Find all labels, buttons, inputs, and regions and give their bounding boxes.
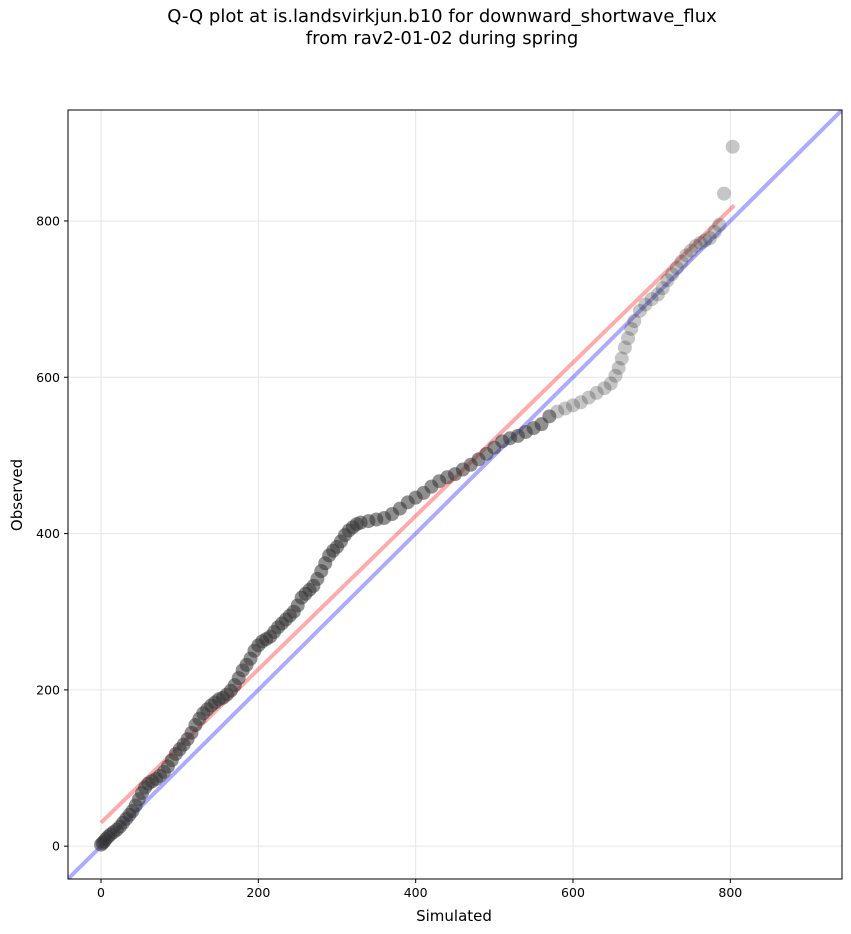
grid-lines: [68, 110, 842, 879]
qq-point: [632, 303, 647, 318]
y-tick-label: 0: [52, 839, 60, 854]
qq-point: [665, 267, 680, 282]
fit-line: [99, 203, 736, 825]
qq-point: [627, 314, 642, 329]
qq-point: [614, 351, 629, 366]
qq-point: [712, 217, 727, 232]
qq-point: [621, 331, 636, 346]
qq-point: [589, 385, 604, 400]
identity-line: [68, 110, 842, 879]
chart-title-line-1: Q-Q plot at is.landsvirkjun.b10 for down…: [167, 6, 717, 27]
y-tick-label: 200: [36, 682, 60, 697]
qq-point: [581, 390, 596, 405]
qq-point: [650, 287, 665, 302]
x-tick-label: 200: [246, 885, 270, 900]
axis-ticks: 0 200 400 600 800 0 200 400 600 800: [36, 213, 742, 900]
chart-title: Q-Q plot at is.landsvirkjun.b10 for down…: [0, 6, 851, 50]
qq-point: [669, 260, 684, 275]
plot-area: [68, 110, 842, 879]
qq-point: [702, 231, 717, 246]
qq-point: [655, 281, 670, 296]
qq-point: [638, 297, 653, 312]
qq-point: [558, 401, 573, 416]
qq-point: [725, 139, 740, 154]
qq-point: [617, 340, 632, 355]
qq-point: [611, 360, 626, 375]
qq-point: [660, 273, 675, 288]
qq-point: [573, 395, 588, 410]
chart-title-line-2: from rav2-01-02 during spring: [305, 28, 579, 49]
qq-point: [565, 398, 580, 413]
qq-point: [644, 292, 659, 307]
qq-point: [688, 238, 703, 253]
qq-point: [542, 409, 557, 424]
y-tick-label: 800: [36, 213, 60, 228]
y-tick-label: 400: [36, 526, 60, 541]
qq-point: [679, 248, 694, 263]
y-tick-label: 600: [36, 370, 60, 385]
qq-point: [550, 404, 565, 419]
qq-point: [603, 376, 618, 391]
qq-point: [698, 233, 713, 248]
qq-point: [717, 186, 732, 201]
qq-point: [707, 224, 722, 239]
x-tick-label: 800: [718, 885, 742, 900]
qq-point: [624, 321, 639, 336]
y-axis-label: Observed: [8, 459, 26, 531]
qq-point: [693, 235, 708, 250]
x-axis-label: Simulated: [416, 907, 492, 925]
qq-point: [683, 243, 698, 258]
x-tick-label: 400: [404, 885, 428, 900]
plot-frame: [67, 109, 843, 880]
x-tick-label: 0: [97, 885, 105, 900]
qq-point: [608, 368, 623, 383]
qq-point: [674, 254, 689, 269]
x-tick-label: 600: [561, 885, 585, 900]
qq-point: [597, 381, 612, 396]
